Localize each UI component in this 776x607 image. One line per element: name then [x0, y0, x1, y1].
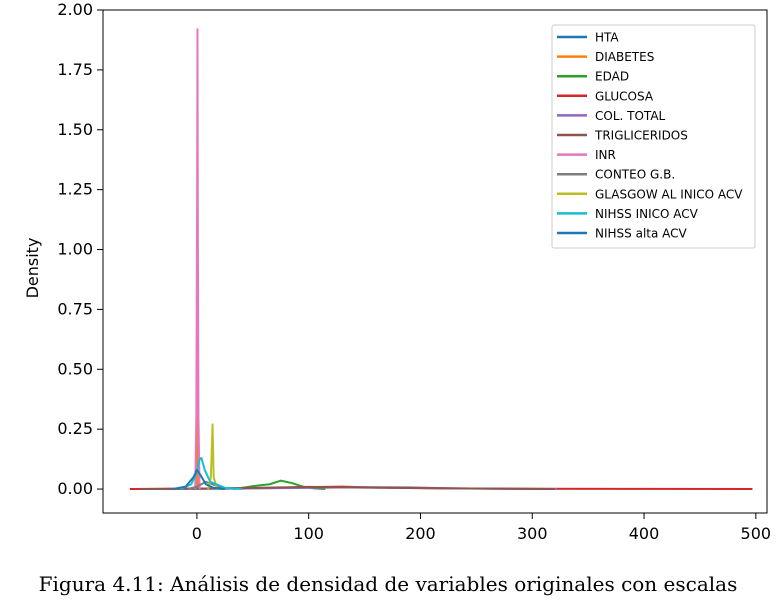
y-tick-label-3: 0.75 — [57, 299, 93, 318]
x-tick-label-1: 100 — [293, 524, 324, 543]
plot-frame — [102, 9, 768, 514]
legend-label-1: DIABETES — [595, 50, 654, 64]
series-line-5 — [141, 485, 555, 491]
y-tick-label-8: 2.00 — [57, 0, 93, 19]
legend-label-5: TRIGLICERIDOS — [594, 129, 688, 143]
x-tick-label-2: 200 — [405, 524, 436, 543]
y-tick-label-4: 1.00 — [57, 240, 93, 259]
figure-caption: Figura 4.11: Análisis de densidad de var… — [38, 572, 738, 596]
legend-label-2: EDAD — [595, 70, 629, 84]
legend-label-0: HTA — [595, 31, 619, 45]
legend-label-4: COL. TOTAL — [595, 109, 666, 123]
density-chart: 0 100 200 300 400 500 0.00 0.25 0.50 0.75 1.00 1.2… — [23, 0, 772, 543]
legend-label-3: GLUCOSA — [595, 89, 654, 103]
y-tick-label-0: 0.00 — [57, 479, 93, 498]
series-line-9 — [179, 456, 242, 491]
y-tick-label-5: 1.25 — [57, 180, 93, 199]
legend-box — [551, 24, 756, 249]
legend-label-10: NIHSS alta ACV — [595, 227, 688, 241]
y-tick-label-7: 1.75 — [57, 60, 93, 79]
legend: HTA DIABETES EDAD GLUCOSA COL. TOTAL TRIGLICE… — [551, 24, 756, 249]
series-line-10 — [172, 468, 225, 491]
x-tick-label-4: 400 — [629, 524, 660, 543]
x-tick-label-5: 500 — [741, 524, 772, 543]
y-tick-label-1: 0.25 — [57, 419, 93, 438]
legend-label-9: NIHSS INICO ACV — [595, 207, 699, 221]
legend-label-8: GLASGOW AL INICO ACV — [595, 187, 743, 201]
y-tick-label-6: 1.50 — [57, 120, 93, 139]
y-tick-label-2: 0.50 — [57, 359, 93, 378]
legend-label-7: CONTEO G.B. — [595, 168, 675, 182]
x-tick-label-3: 300 — [517, 524, 548, 543]
y-axis-label: Density — [23, 238, 42, 299]
series-line-6 — [194, 28, 201, 490]
legend-label-6: INR — [595, 148, 616, 162]
x-tick-label-0: 0 — [192, 524, 202, 543]
